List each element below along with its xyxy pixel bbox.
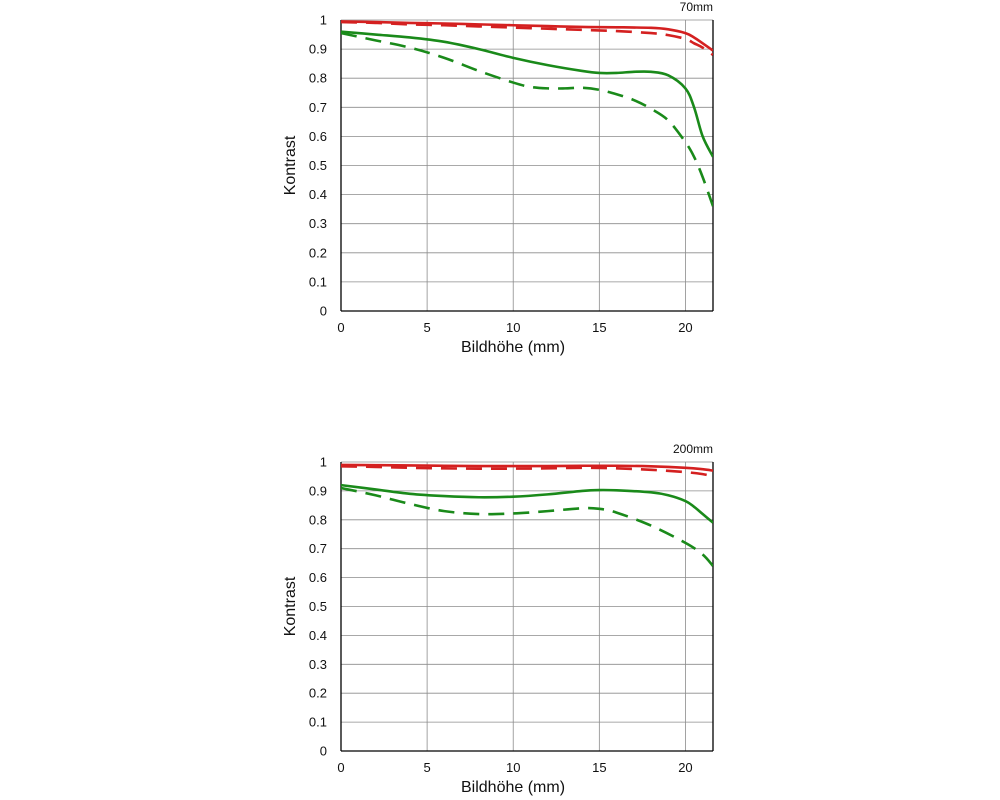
y-tick-label: 0.8 [309, 71, 327, 86]
y-tick-label: 0.3 [309, 657, 327, 672]
series-line-red-dashed [341, 20, 713, 56]
x-tick-label: 10 [506, 320, 520, 335]
chart-title: 70mm [680, 0, 713, 14]
x-tick-label: 20 [678, 320, 692, 335]
series-line-red-dashed [341, 465, 713, 478]
y-axis-title: Kontrast [282, 576, 299, 636]
y-tick-label: 0.2 [309, 245, 327, 260]
y-tick-label: 0.1 [309, 274, 327, 289]
x-tick-label: 20 [678, 760, 692, 775]
x-tick-label: 5 [423, 760, 430, 775]
y-tick-label: 0.6 [309, 570, 327, 585]
mtf-chart-70mm: 00.10.20.30.40.50.60.70.80.910 5 10 15 20Bil… [282, 0, 714, 356]
x-tick-label: 0 [337, 760, 344, 775]
chart-title: 200mm [673, 442, 713, 456]
y-tick-label: 1 [320, 455, 327, 470]
y-tick-label: 0.8 [309, 512, 327, 527]
mtf-chart-200mm: 00.10.20.30.40.50.60.70.80.910 5 10 15 20Bil… [282, 442, 714, 796]
y-axis-title: Kontrast [282, 135, 299, 195]
series-line-green-dashed [341, 486, 713, 567]
series-line-green-dashed [341, 31, 713, 207]
series-line-green-solid [341, 483, 713, 524]
y-tick-label: 0 [320, 304, 327, 319]
series-line-red-solid [341, 20, 713, 52]
y-tick-label: 0.7 [309, 541, 327, 556]
x-tick-label: 0 [337, 320, 344, 335]
y-tick-label: 1 [320, 13, 327, 28]
y-tick-label: 0 [320, 744, 327, 759]
y-tick-label: 0.1 [309, 715, 327, 730]
y-tick-label: 0.4 [309, 187, 327, 202]
x-tick-label: 15 [592, 760, 606, 775]
series-line-red-solid [341, 463, 713, 472]
x-tick-label: 10 [506, 760, 520, 775]
y-tick-label: 0.9 [309, 42, 327, 57]
series-line-green-solid [341, 30, 713, 158]
y-tick-label: 0.2 [309, 686, 327, 701]
y-tick-label: 0.7 [309, 100, 327, 115]
series-group [341, 20, 713, 207]
y-tick-label: 0.4 [309, 628, 327, 643]
y-tick-label: 0.5 [309, 599, 327, 614]
y-tick-label: 0.3 [309, 216, 327, 231]
x-tick-label: 5 [423, 320, 430, 335]
series-group [341, 463, 713, 567]
y-tick-label: 0.9 [309, 483, 327, 498]
y-tick-label: 0.5 [309, 158, 327, 173]
y-tick-label: 0.6 [309, 129, 327, 144]
x-axis-title: Bildhöhe (mm) [461, 779, 565, 796]
x-axis-title: Bildhöhe (mm) [461, 339, 565, 356]
x-tick-label: 15 [592, 320, 606, 335]
